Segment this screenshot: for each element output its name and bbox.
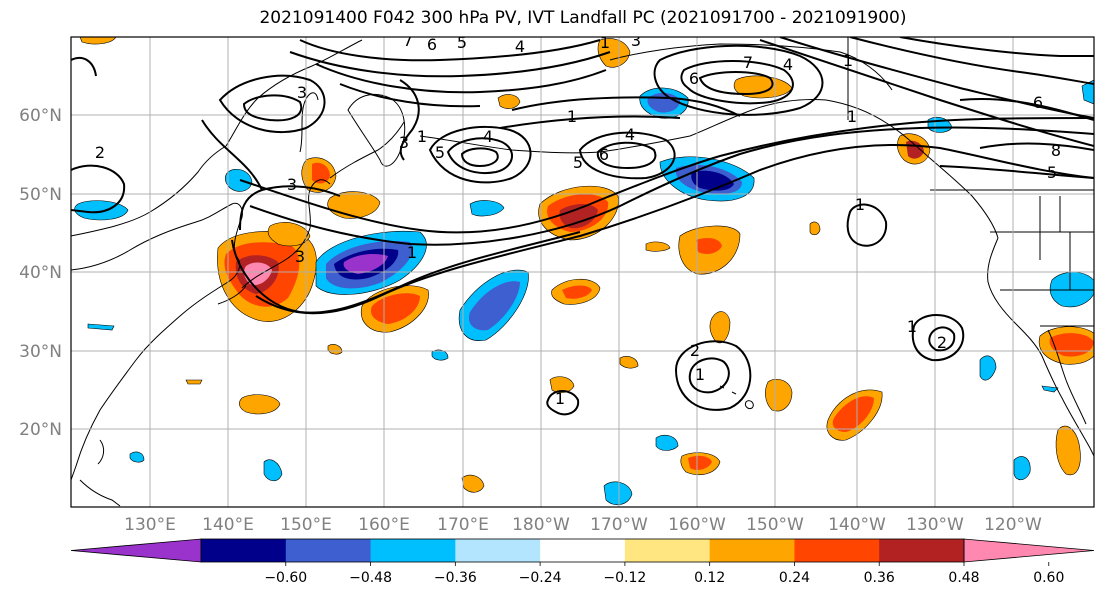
contour-label: 7 [743,53,753,72]
contour-label: 2 [95,143,105,162]
contour-label: 4 [515,37,525,56]
longitude-label: 150°E [280,515,332,535]
colorbar-segment [624,539,711,562]
latitude-label: 60°N [19,106,62,126]
pv-contours [71,37,1094,416]
latitude-label: 40°N [19,263,62,283]
colorbar-segment [455,539,541,562]
contour-label: 1 [417,127,427,146]
contour-label: 1 [567,107,577,126]
colorbar-tick-label: 0.12 [694,570,725,586]
contour-label: 6 [689,69,699,88]
contour-label: 1 [407,243,417,262]
colorbar-segment [370,539,456,562]
longitude-labels: 130°E 140°E 150°E 160°E 170°E 180°W 170°W 160°W… [124,515,1042,535]
colorbar-tick-label: 0.36 [864,570,895,586]
longitude-label: 140°W [828,515,886,535]
contour-label: 6 [1033,93,1043,112]
latitude-label: 20°N [19,420,62,440]
colorbar-tick-label: −0.12 [603,570,646,586]
latitude-label: 30°N [19,342,62,362]
contour-label: 5 [457,33,467,52]
colorbar-extend-low [70,538,202,563]
contour-label: 1 [555,389,565,408]
longitude-label: 170°E [437,515,489,535]
contour-label: 1 [843,51,853,70]
longitude-label: 160°E [358,515,410,535]
contour-label: 4 [625,125,635,144]
contour-label: 5 [1047,163,1057,182]
map-frame [70,36,1095,508]
colorbar-tick-label: −0.36 [434,570,477,586]
contour-label: 5 [573,153,583,172]
contour-label: 7 [403,31,413,50]
longitude-label: 130°E [124,515,176,535]
contour-label: 2 [690,341,700,360]
graticule [71,37,1094,507]
contour-label: 1 [695,365,705,384]
contour-label: 3 [297,83,307,102]
contour-label: 4 [483,127,493,146]
contour-label: 4 [783,55,793,74]
colorbar: −0.60 −0.48 −0.36 −0.24 −0.12 0.12 0.24 0.36 0.4… [70,538,1095,586]
colorbar-segment [285,539,372,562]
colorbar-extend-high [963,538,1095,563]
colorbar-segment [540,539,626,562]
contour-label: 2 [937,333,947,352]
contour-label: 1 [600,33,610,52]
longitude-label: 130°W [906,515,964,535]
contour-label: 3 [295,247,305,266]
colorbar-tick-label: 0.48 [948,570,979,586]
colorbar-outline [200,538,965,563]
contour-label: 3 [399,133,409,152]
contour-label: 6 [427,35,437,54]
contour-label: 1 [855,195,865,214]
contour-label: 3 [631,31,641,50]
longitude-label: 120°W [984,515,1042,535]
colorbar-tick-label: −0.48 [349,570,392,586]
contour-label: 1 [907,317,917,336]
latitude-label: 50°N [19,185,62,205]
colorbar-tick-label: −0.24 [519,570,562,586]
ivt-shading [74,37,1094,506]
map-title: 2021091400 F042 300 hPa PV, IVT Landfall… [259,8,907,28]
longitude-label: 180°W [512,515,570,535]
longitude-label: 170°W [590,515,648,535]
colorbar-segment [794,539,880,562]
colorbar-segment [709,539,795,562]
colorbar-segment [201,539,287,562]
contour-label: 8 [1051,141,1061,160]
colorbar-tick-label: 0.60 [1033,570,1064,586]
contour-label: 3 [287,175,297,194]
colorbar-segment [879,539,965,562]
latitude-labels: 60°N 50°N 40°N 30°N 20°N [19,106,62,440]
contour-label: 1 [847,107,857,126]
contour-label: 5 [435,143,445,162]
colorbar-tick-label: 0.24 [779,570,810,586]
colorbar-tick-label: −0.60 [264,570,307,586]
longitude-label: 150°W [746,515,804,535]
longitude-label: 160°W [668,515,726,535]
longitude-label: 140°E [202,515,254,535]
contour-label: 6 [599,145,609,164]
coastlines [71,37,1094,507]
